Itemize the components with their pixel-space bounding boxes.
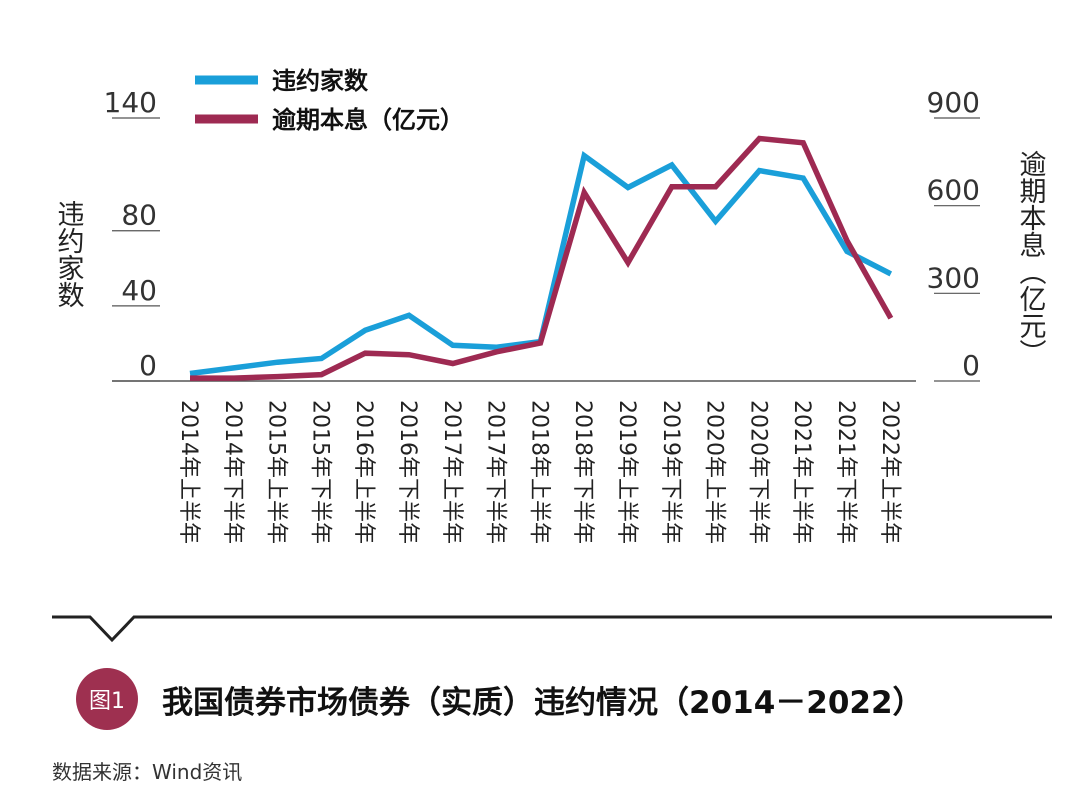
y-right-tick-label: 600 (927, 174, 980, 207)
x-tick-label: 2019年上半年 (614, 400, 639, 544)
y-right-tick-label: 0 (962, 349, 980, 382)
figure-badge: 图1 (76, 668, 138, 730)
y-left-ticks: 0 40 80 140 (104, 86, 160, 382)
legend-label-overdue: 逾期本息（亿元） (272, 106, 464, 134)
figure-caption: 图1 我国债券市场债券（实质）违约情况（2014－2022） (76, 668, 924, 730)
x-tick-label: 2020年上半年 (702, 400, 727, 544)
y-left-tick-label: 140 (104, 86, 157, 119)
x-tick-label: 2017年上半年 (439, 400, 464, 544)
y-right-title: 逾期本息（亿元） (1015, 150, 1047, 366)
x-tick-label: 2018年上半年 (526, 400, 551, 544)
legend-label-count: 违约家数 (272, 67, 369, 95)
y-left-title: 违约家数 (53, 200, 85, 308)
x-tick-label: 2015年下半年 (307, 400, 332, 544)
x-tick-label: 2021年上半年 (789, 400, 814, 544)
x-tick-label: 2018年下半年 (570, 400, 595, 544)
x-tick-label: 2020年下半年 (745, 400, 770, 544)
y-right-ticks: 0 300 600 900 (927, 86, 980, 382)
x-tick-label: 2014年下半年 (220, 400, 245, 544)
y-right-tick-label: 300 (927, 261, 980, 294)
y-left-tick-label: 80 (121, 199, 157, 232)
x-tick-label: 2015年上半年 (264, 400, 289, 544)
chart: 违约家数 逾期本息（亿元） 违约家数 逾期本息（亿元） 0 40 80 140 0 30… (52, 67, 1052, 643)
x-tick-label: 2017年下半年 (483, 400, 508, 544)
y-left-tick-label: 40 (121, 274, 157, 307)
x-tick-label: 2016年上半年 (351, 400, 376, 544)
x-tick-labels: 2014年上半年 2014年下半年 2015年上半年 2015年下半年 2016年上半年… (176, 400, 902, 544)
source-note: 数据来源：Wind资讯 (52, 760, 243, 784)
figure-title: 我国债券市场债券（实质）违约情况（2014－2022） (162, 684, 924, 721)
legend: 违约家数 逾期本息（亿元） (195, 67, 464, 134)
x-tick-label: 2014年上半年 (176, 400, 201, 544)
x-tick-label: 2021年下半年 (833, 400, 858, 544)
x-tick-label: 2022年上半年 (877, 400, 902, 544)
series-lines (189, 135, 894, 381)
divider-rule (52, 615, 1052, 643)
x-tick-label: 2016年下半年 (395, 400, 420, 544)
y-right-tick-label: 900 (927, 86, 980, 119)
y-left-tick-label: 0 (139, 349, 157, 382)
x-tick-label: 2019年下半年 (658, 400, 683, 544)
